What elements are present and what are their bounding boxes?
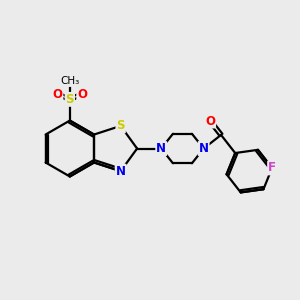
Text: O: O bbox=[52, 88, 62, 100]
Text: O: O bbox=[205, 115, 215, 128]
Text: F: F bbox=[268, 161, 276, 174]
Text: O: O bbox=[77, 88, 87, 100]
Text: CH₃: CH₃ bbox=[60, 76, 80, 86]
Text: S: S bbox=[116, 119, 125, 132]
Text: S: S bbox=[66, 93, 74, 106]
Text: N: N bbox=[116, 165, 126, 178]
Text: N: N bbox=[156, 142, 166, 155]
Text: N: N bbox=[199, 142, 208, 155]
